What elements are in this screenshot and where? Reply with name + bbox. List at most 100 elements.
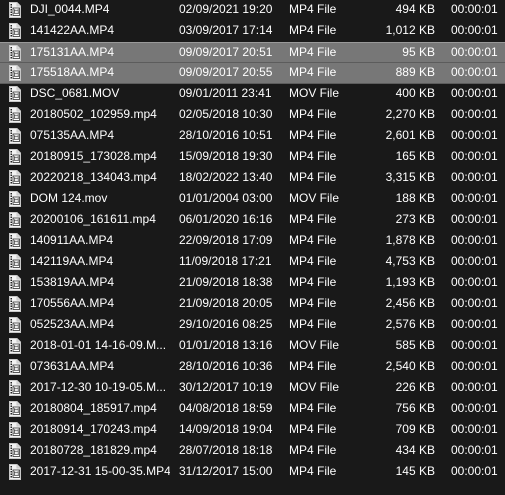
file-name: 141422AA.MP4 [30, 23, 115, 37]
file-date: 09/01/2011 23:41 [179, 86, 272, 100]
file-size: 145 KB [395, 464, 435, 478]
file-type: MP4 File [289, 128, 337, 142]
file-name: 20200106_161611.mp4 [30, 212, 156, 226]
file-length: 00:00:01 [451, 233, 498, 247]
file-type: MP4 File [289, 464, 337, 478]
file-length: 00:00:01 [451, 359, 498, 373]
file-type: MP4 File [289, 65, 337, 79]
file-row[interactable]: DJI_0044.MP4 02/09/2021 19:20 MP4 File 4… [0, 0, 505, 21]
file-date: 22/09/2018 17:09 [179, 233, 273, 247]
file-type: MP4 File [289, 317, 337, 331]
video-file-icon [7, 359, 23, 375]
file-name: 20220218_134043.mp4 [30, 170, 157, 184]
file-type: MP4 File [289, 422, 337, 436]
file-size: 188 KB [395, 191, 435, 205]
file-length: 00:00:01 [451, 149, 498, 163]
file-row[interactable]: 20180804_185917.mp4 04/08/2018 18:59 MP4… [0, 399, 505, 420]
video-file-icon [7, 317, 23, 333]
file-size: 2,270 KB [385, 107, 435, 121]
file-row[interactable]: 20180728_181829.mp4 28/07/2018 18:18 MP4… [0, 441, 505, 462]
file-date: 29/10/2016 08:25 [179, 317, 273, 331]
video-file-icon [7, 170, 23, 186]
file-length: 00:00:01 [451, 401, 498, 415]
file-row[interactable]: 20200106_161611.mp4 06/01/2020 16:16 MP4… [0, 210, 505, 231]
file-date: 18/02/2022 13:40 [179, 170, 273, 184]
file-name: 20180728_181829.mp4 [30, 443, 157, 457]
video-file-icon [7, 464, 23, 480]
file-date: 02/05/2018 10:30 [179, 107, 273, 121]
file-name: DJI_0044.MP4 [30, 2, 110, 16]
file-date: 09/09/2017 20:55 [179, 65, 273, 79]
file-date: 15/09/2018 19:30 [179, 149, 273, 163]
file-length: 00:00:01 [451, 296, 498, 310]
file-length: 00:00:01 [451, 212, 498, 226]
file-date: 14/09/2018 19:04 [179, 422, 273, 436]
video-file-icon [7, 401, 23, 417]
video-file-icon [7, 45, 23, 61]
file-type: MP4 File [289, 359, 337, 373]
file-row[interactable]: 20180914_170243.mp4 14/09/2018 19:04 MP4… [0, 420, 505, 441]
file-row[interactable]: 170556AA.MP4 21/09/2018 20:05 MP4 File 2… [0, 294, 505, 315]
video-file-icon [7, 296, 23, 312]
file-length: 00:00:01 [451, 191, 498, 205]
file-row[interactable]: 20220218_134043.mp4 18/02/2022 13:40 MP4… [0, 168, 505, 189]
file-type: MP4 File [289, 23, 337, 37]
file-row[interactable]: 142119AA.MP4 11/09/2018 17:21 MP4 File 4… [0, 252, 505, 273]
file-size: 3,315 KB [385, 170, 435, 184]
video-file-icon [7, 65, 23, 81]
file-length: 00:00:01 [451, 128, 498, 142]
file-row[interactable]: DSC_0681.MOV 09/01/2011 23:41 MOV File 4… [0, 84, 505, 105]
file-row[interactable]: 175131AA.MP4 09/09/2017 20:51 MP4 File 9… [0, 42, 505, 63]
file-row[interactable]: 2017-12-31 15-00-35.MP4 31/12/2017 15:00… [0, 462, 505, 483]
file-name: 2017-12-31 15-00-35.MP4 [30, 464, 170, 478]
file-size: 434 KB [395, 443, 435, 457]
file-name: 170556AA.MP4 [30, 296, 115, 310]
file-date: 28/10/2016 10:51 [179, 128, 273, 142]
file-size: 226 KB [395, 380, 435, 394]
file-date: 28/10/2016 10:36 [179, 359, 273, 373]
file-type: MP4 File [289, 107, 337, 121]
file-row[interactable]: 073631AA.MP4 28/10/2016 10:36 MP4 File 2… [0, 357, 505, 378]
file-date: 11/09/2018 17:21 [179, 254, 272, 268]
file-length: 00:00:01 [451, 380, 498, 394]
file-length: 00:00:01 [451, 317, 498, 331]
video-file-icon [7, 149, 23, 165]
video-file-icon [7, 443, 23, 459]
file-name: 20180502_102959.mp4 [30, 107, 157, 121]
file-row[interactable]: 075135AA.MP4 28/10/2016 10:51 MP4 File 2… [0, 126, 505, 147]
file-row[interactable]: 20180502_102959.mp4 02/05/2018 10:30 MP4… [0, 105, 505, 126]
video-file-icon [7, 254, 23, 270]
file-name: 2018-01-01 14-16-09.M... [30, 338, 167, 352]
file-row[interactable]: 140911AA.MP4 22/09/2018 17:09 MP4 File 1… [0, 231, 505, 252]
file-name: 175518AA.MP4 [30, 65, 115, 79]
file-row[interactable]: DOM 124.mov 01/01/2004 03:00 MOV File 18… [0, 189, 505, 210]
file-row[interactable]: 153819AA.MP4 21/09/2018 18:38 MP4 File 1… [0, 273, 505, 294]
file-type: MP4 File [289, 401, 337, 415]
file-row[interactable]: 052523AA.MP4 29/10/2016 08:25 MP4 File 2… [0, 315, 505, 336]
file-name: 175131AA.MP4 [30, 45, 115, 59]
file-size: 273 KB [395, 212, 435, 226]
file-date: 30/12/2017 10:19 [179, 380, 273, 394]
file-type: MOV File [289, 380, 340, 394]
file-row[interactable]: 20180915_173028.mp4 15/09/2018 19:30 MP4… [0, 147, 505, 168]
file-row[interactable]: 175518AA.MP4 09/09/2017 20:55 MP4 File 8… [0, 63, 505, 84]
video-file-icon [7, 128, 23, 144]
file-date: 01/01/2018 13:16 [179, 338, 273, 352]
file-length: 00:00:01 [451, 254, 498, 268]
file-name: 153819AA.MP4 [30, 275, 115, 289]
file-row[interactable]: 141422AA.MP4 03/09/2017 17:14 MP4 File 1… [0, 21, 505, 42]
file-row[interactable]: 2018-01-01 14-16-09.M... 01/01/2018 13:1… [0, 336, 505, 357]
video-file-icon [7, 380, 23, 396]
file-type: MP4 File [289, 149, 337, 163]
file-size: 2,576 KB [385, 317, 435, 331]
file-date: 28/07/2018 18:18 [179, 443, 273, 457]
file-length: 00:00:01 [451, 464, 498, 478]
file-size: 756 KB [395, 401, 435, 415]
file-type: MP4 File [289, 254, 337, 268]
file-date: 31/12/2017 15:00 [179, 464, 273, 478]
video-file-icon [7, 422, 23, 438]
file-row[interactable]: 2017-12-30 10-19-05.M... 30/12/2017 10:1… [0, 378, 505, 399]
file-size: 1,878 KB [385, 233, 435, 247]
file-date: 09/09/2017 20:51 [179, 45, 273, 59]
